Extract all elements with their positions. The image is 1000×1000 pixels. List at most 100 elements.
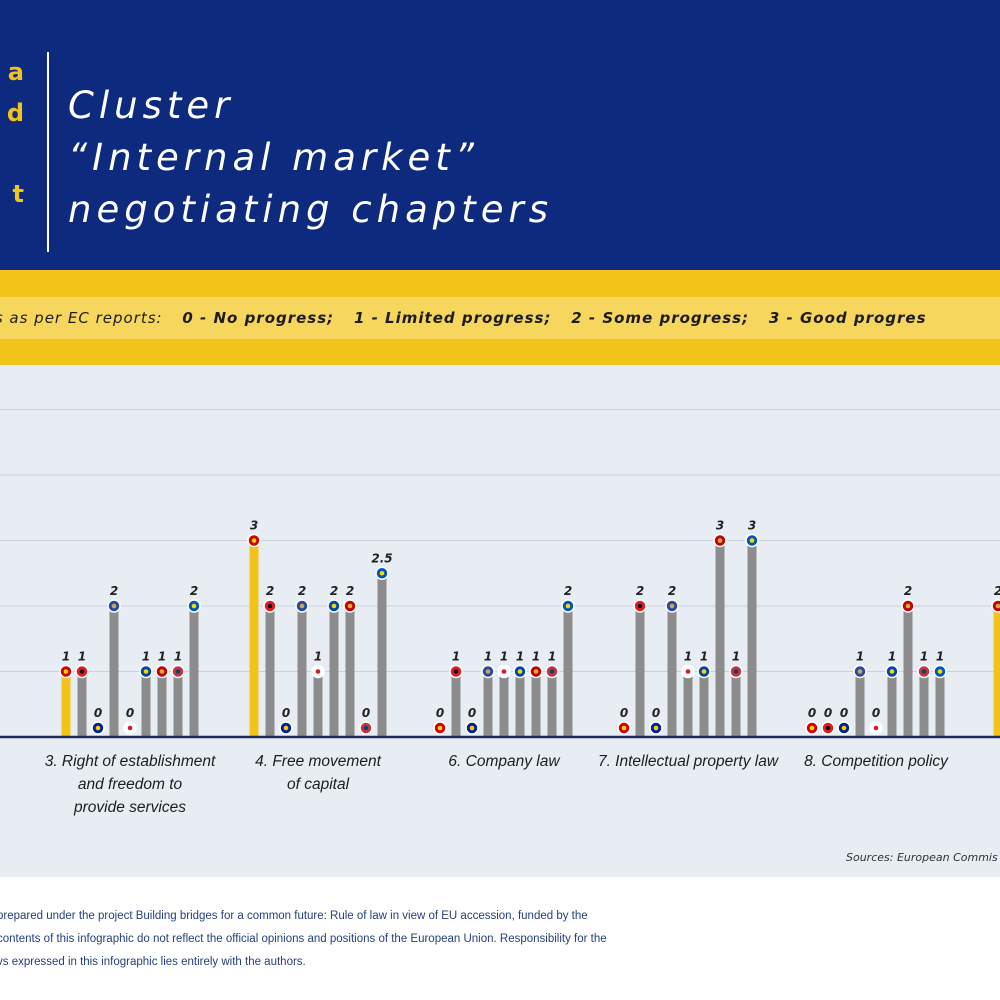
flag-emblem — [517, 669, 523, 674]
group-label: provide services — [73, 799, 186, 816]
flag-emblem — [283, 725, 289, 731]
flag-emblem — [469, 725, 475, 731]
bar — [451, 671, 461, 737]
flag-emblem — [937, 669, 943, 674]
bar — [715, 540, 725, 737]
plot-area — [0, 365, 1000, 877]
header-banner: a d t Cluster “Internal market” negotiat… — [0, 0, 1000, 270]
data-label: 1 — [516, 650, 524, 664]
disclaimer-line: contents of this infographic do not refl… — [0, 933, 607, 945]
bar-chart: 0ent1102011123. Right of establishmentan… — [0, 409, 1000, 864]
bar — [297, 606, 307, 737]
title-line-1: Cluster — [68, 84, 235, 127]
flag-emblem — [889, 669, 895, 674]
group-label: 6. Company law — [448, 753, 561, 770]
bar — [635, 606, 645, 737]
flag-emblem — [127, 725, 133, 731]
data-label: 1 — [920, 650, 928, 664]
data-label: 1 — [500, 650, 508, 664]
data-label: 2 — [266, 584, 274, 598]
flag-emblem — [809, 725, 815, 731]
data-label: 2 — [346, 584, 354, 598]
data-label: 1 — [78, 650, 86, 664]
flag-emblem — [347, 603, 353, 609]
bar — [313, 671, 323, 737]
flag-emblem — [825, 725, 831, 731]
data-label: 3 — [250, 519, 258, 533]
brand-letter: a — [7, 58, 24, 86]
bar — [531, 671, 541, 737]
title-line-3: negotiating chapters — [68, 188, 553, 231]
data-label: 1 — [888, 650, 896, 664]
brand-fragment: a d t — [0, 52, 24, 215]
data-label: 2 — [330, 584, 338, 598]
data-label: 2 — [298, 584, 306, 598]
flag-emblem — [565, 603, 571, 609]
bar — [855, 671, 865, 737]
data-label: 2 — [904, 584, 912, 598]
data-label: 2 — [190, 584, 198, 598]
flag-emblem — [379, 570, 385, 576]
flag-emblem — [437, 725, 443, 731]
data-label: 3 — [748, 519, 756, 533]
flag-emblem — [921, 669, 927, 674]
bar — [329, 606, 339, 737]
flag-emblem — [549, 669, 555, 674]
page-title: Cluster “Internal market” negotiating ch… — [68, 80, 553, 236]
bar — [547, 671, 557, 737]
legend-strip: ss as per EC reports: 0 - No progress; 1… — [0, 297, 1000, 339]
flag-emblem — [191, 603, 197, 609]
bar — [189, 606, 199, 737]
bar — [61, 671, 71, 737]
disclaimer: prepared under the project Building brid… — [0, 905, 607, 974]
bar — [141, 671, 151, 737]
brand-letter: t — [12, 180, 24, 208]
bar — [265, 606, 275, 737]
flag-emblem — [733, 669, 739, 674]
flag-emblem — [995, 603, 1000, 609]
flag-emblem — [95, 725, 101, 731]
disclaimer-line: vs expressed in this infographic lies en… — [0, 956, 306, 968]
data-label: 2 — [636, 584, 644, 598]
flag-emblem — [315, 669, 321, 674]
flag-emblem — [905, 603, 911, 609]
data-label: 1 — [684, 650, 692, 664]
data-label: 1 — [158, 650, 166, 664]
brand-letter: d — [6, 99, 24, 127]
flag-emblem — [533, 669, 539, 674]
flag-emblem — [175, 669, 181, 674]
bar — [515, 671, 525, 737]
flag-emblem — [143, 669, 149, 674]
data-label: 1 — [856, 650, 864, 664]
bar — [919, 671, 929, 737]
flag-emblem — [669, 603, 675, 609]
bar — [109, 606, 119, 737]
data-label: 1 — [700, 650, 708, 664]
title-line-2: “Internal market” — [68, 136, 479, 179]
data-label: 1 — [732, 650, 740, 664]
data-label: 0 — [824, 706, 832, 720]
data-label: 0 — [94, 706, 102, 720]
bar — [903, 606, 913, 737]
bar — [747, 540, 757, 737]
bar — [887, 671, 897, 737]
flag-emblem — [485, 669, 491, 674]
group-label: 7. Intellectual property law — [598, 753, 780, 770]
bar — [683, 671, 693, 737]
data-label: 0 — [840, 706, 848, 720]
bar — [249, 540, 259, 737]
data-label: 2 — [110, 584, 118, 598]
flag-emblem — [453, 669, 459, 674]
flag-emblem — [159, 669, 165, 674]
bar — [699, 671, 709, 737]
bar — [993, 606, 1000, 737]
group-label: 8. Competition policy — [804, 753, 949, 770]
data-label: 1 — [142, 650, 150, 664]
data-label: 2.5 — [371, 551, 392, 565]
group-label: 3. Right of establishment — [45, 753, 216, 770]
data-label: 1 — [548, 650, 556, 664]
bar — [667, 606, 677, 737]
flag-emblem — [637, 603, 643, 609]
legend-item: 2 - Some progress; — [571, 309, 750, 327]
flag-emblem — [685, 669, 691, 674]
